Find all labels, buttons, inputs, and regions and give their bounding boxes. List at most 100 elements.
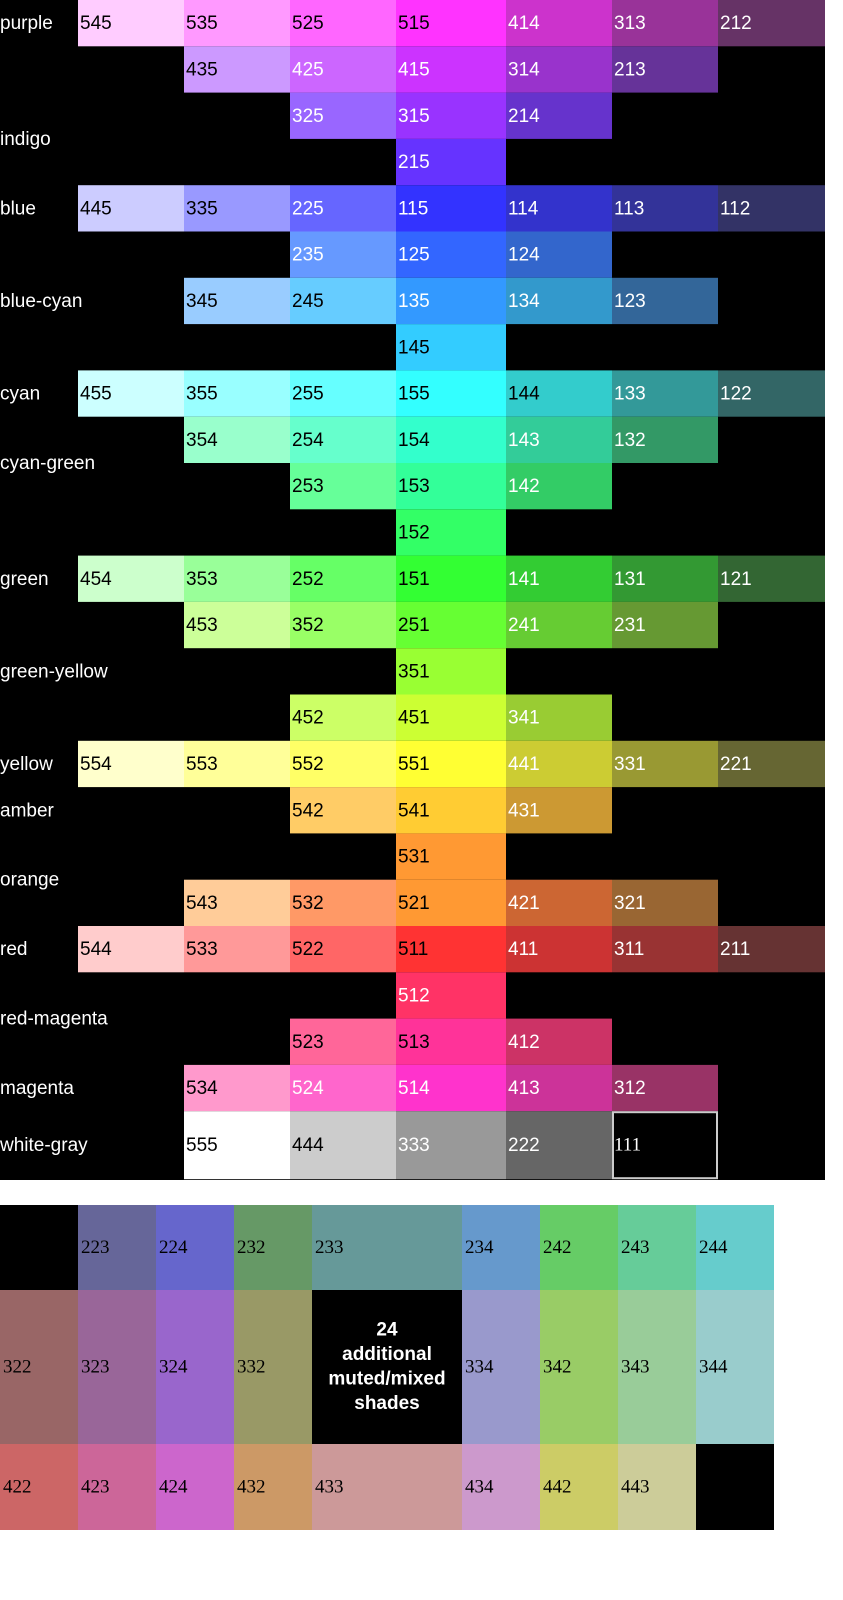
group-label: purple xyxy=(0,13,53,34)
cell-label: 212 xyxy=(720,13,752,34)
cell-label: 431 xyxy=(508,800,540,821)
color-cell xyxy=(184,0,290,47)
color-cell xyxy=(396,509,506,556)
color-cell xyxy=(78,1205,156,1290)
color-cell xyxy=(396,740,506,788)
note-line: shades xyxy=(354,1393,419,1414)
cell-label: 422 xyxy=(3,1476,32,1497)
color-cell xyxy=(78,370,184,417)
cell-label: 453 xyxy=(186,615,218,636)
color-cell xyxy=(234,1205,312,1290)
color-cell xyxy=(506,926,612,973)
cell-label: 112 xyxy=(720,198,750,219)
cell-label: 352 xyxy=(292,615,324,636)
color-cell xyxy=(718,0,825,47)
color-cell xyxy=(612,601,718,649)
color-cell xyxy=(618,1444,696,1530)
cell-label: 153 xyxy=(398,476,430,497)
cell-label: 124 xyxy=(508,245,540,266)
color-cell xyxy=(612,416,718,463)
cell-label: 113 xyxy=(614,198,644,219)
cell-label: 524 xyxy=(292,1078,324,1099)
color-cell xyxy=(696,1205,774,1290)
cell-label: 254 xyxy=(292,430,324,451)
color-cell xyxy=(290,1064,396,1112)
cell-label: 425 xyxy=(292,59,324,80)
cell-label: 443 xyxy=(621,1476,650,1497)
color-cell xyxy=(184,370,290,417)
color-cell xyxy=(396,185,506,232)
group-label: blue xyxy=(0,198,36,219)
cell-label: 243 xyxy=(621,1237,650,1258)
group-label: cyan xyxy=(0,384,40,405)
color-cell xyxy=(396,1064,506,1112)
cell-label: 334 xyxy=(465,1356,494,1377)
cell-label: 332 xyxy=(237,1356,266,1377)
color-cell xyxy=(506,740,612,788)
color-cell xyxy=(396,972,506,1019)
cell-label: 224 xyxy=(159,1237,188,1258)
color-cell xyxy=(396,1018,506,1065)
cell-label: 533 xyxy=(186,939,218,960)
color-cell xyxy=(290,231,396,278)
cell-label: 215 xyxy=(398,152,430,173)
cell-label: 434 xyxy=(465,1476,494,1497)
color-cell xyxy=(184,185,290,232)
color-cell xyxy=(396,370,506,417)
empty-cell xyxy=(696,1444,774,1530)
color-cell xyxy=(290,1111,396,1180)
cell-label: 551 xyxy=(398,754,430,775)
cell-label: 414 xyxy=(508,13,540,34)
color-cell xyxy=(184,416,290,463)
color-cell xyxy=(184,740,290,788)
group-label: white-gray xyxy=(0,1135,88,1156)
cell-label: 143 xyxy=(508,430,540,451)
cell-label: 554 xyxy=(80,754,112,775)
color-cell xyxy=(506,277,612,325)
cell-label: 323 xyxy=(81,1356,110,1377)
color-cell xyxy=(506,416,612,463)
group-label: orange xyxy=(0,870,59,891)
color-cell xyxy=(78,740,184,788)
cell-label: 553 xyxy=(186,754,218,775)
cell-label: 125 xyxy=(398,245,430,266)
color-cell xyxy=(78,185,184,232)
color-cell xyxy=(618,1205,696,1290)
cell-label: 435 xyxy=(186,59,218,80)
color-cell xyxy=(396,555,506,602)
color-cell xyxy=(396,324,506,371)
cell-label: 144 xyxy=(508,384,540,405)
color-cell xyxy=(156,1444,234,1530)
color-cell xyxy=(396,416,506,463)
cell-label: 534 xyxy=(186,1078,218,1099)
cell-label: 241 xyxy=(508,615,540,636)
color-cell xyxy=(506,0,612,47)
color-cell xyxy=(506,1111,612,1180)
cell-label: 345 xyxy=(186,291,218,312)
cell-label: 142 xyxy=(508,476,540,497)
color-cell xyxy=(506,92,612,139)
cell-label: 343 xyxy=(621,1356,650,1377)
cell-label: 214 xyxy=(508,106,540,127)
color-cell xyxy=(312,1205,462,1290)
color-cell xyxy=(540,1290,618,1444)
cell-label: 543 xyxy=(186,893,218,914)
cell-label: 525 xyxy=(292,13,324,34)
group-label: blue-cyan xyxy=(0,291,82,312)
color-cell xyxy=(234,1444,312,1530)
cell-label: 231 xyxy=(614,615,646,636)
cell-label: 412 xyxy=(508,1032,540,1053)
color-cell xyxy=(290,879,396,926)
note-line: 24 xyxy=(376,1319,398,1340)
color-cell xyxy=(396,833,506,880)
cell-label: 452 xyxy=(292,708,324,729)
color-cell xyxy=(290,416,396,463)
color-cell xyxy=(462,1444,540,1530)
cell-label: 523 xyxy=(292,1032,324,1053)
cell-label: 135 xyxy=(398,291,430,312)
cell-label: 255 xyxy=(292,384,324,405)
cell-label: 515 xyxy=(398,13,430,34)
cell-label: 132 xyxy=(614,430,646,451)
cell-label: 353 xyxy=(186,569,218,590)
